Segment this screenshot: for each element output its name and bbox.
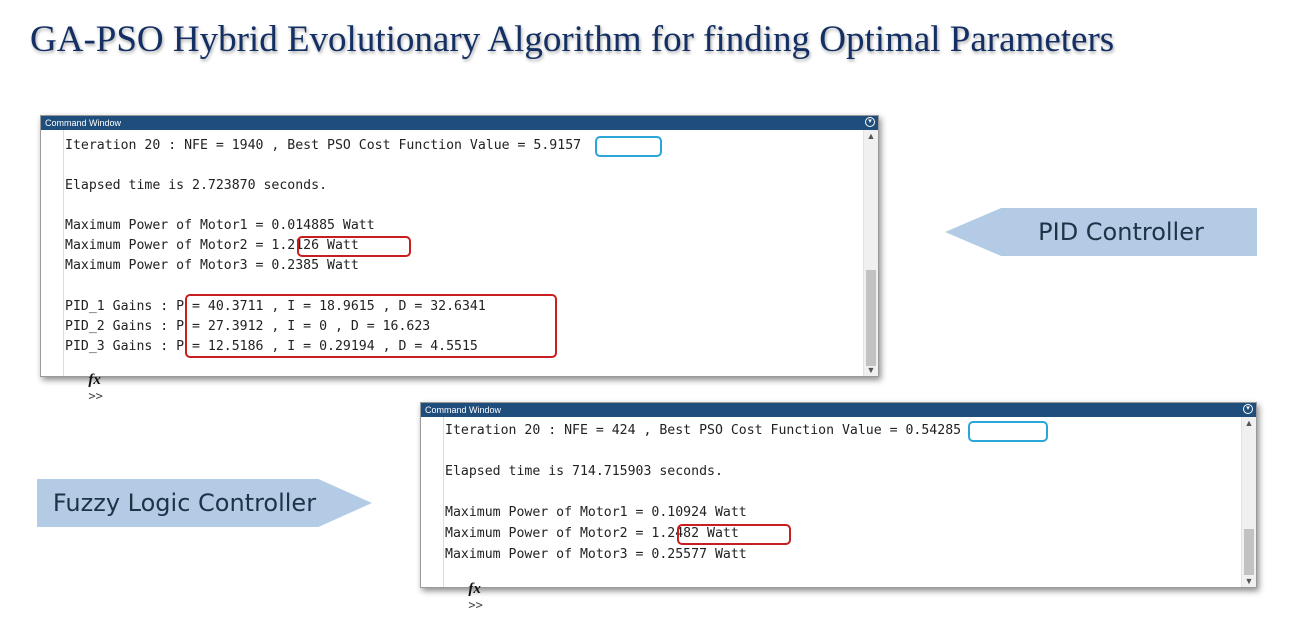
output-line-motor2: Maximum Power of Motor2 = 1.2482 Watt [445,526,739,541]
command-window-titlebar: Command Window ▾ [41,116,878,130]
scroll-thumb[interactable] [1244,529,1254,575]
prompt-row[interactable]: fx >> [425,567,483,626]
chevron-down-circle-icon[interactable]: ▾ [1243,404,1253,414]
fx-icon: fx [468,581,481,597]
fx-icon: fx [88,372,101,388]
command-window-pid[interactable]: Command Window ▾ Iteration 20 : NFE = 19… [40,115,879,403]
output-line-iteration: Iteration 20 : NFE = 424 , Best PSO Cost… [445,423,962,438]
motor2-power-highlight [677,524,791,545]
motor2-power-highlight [297,236,411,257]
gutter [421,417,443,587]
output-line-elapsed: Elapsed time is 714.715903 seconds. [445,464,723,479]
output-line-pid1: PID_1 Gains : P = 40.3711 , I = 18.9615 … [65,299,486,314]
scroll-down-icon[interactable]: ▼ [866,365,876,375]
best-cost-highlight [968,421,1048,442]
scroll-thumb[interactable] [866,270,876,366]
output-line-pid3: PID_3 Gains : P = 12.5186 , I = 0.29194 … [65,339,478,354]
command-window-titlebar: Command Window ▾ [421,403,1256,417]
fuzzy-logic-controller-callout: Fuzzy Logic Controller [37,479,372,527]
chevron-down-circle-icon[interactable]: ▾ [865,117,875,127]
command-prompt: >> [468,598,483,612]
vertical-scrollbar[interactable]: ▲ ▼ [863,130,878,376]
command-window-title: Command Window [425,405,502,415]
prompt-row[interactable]: fx >> [45,358,103,417]
output-line-motor3: Maximum Power of Motor3 = 0.2385 Watt [65,258,359,273]
scroll-up-icon[interactable]: ▲ [1244,418,1254,428]
command-window-fuzzy[interactable]: Command Window ▾ Iteration 20 : NFE = 42… [420,402,1257,612]
output-line-motor1: Maximum Power of Motor1 = 0.10924 Watt [445,505,747,520]
vertical-scrollbar[interactable]: ▲ ▼ [1241,417,1256,587]
output-line-pid2: PID_2 Gains : P = 27.3912 , I = 0 , D = … [65,319,431,334]
output-line-motor1: Maximum Power of Motor1 = 0.014885 Watt [65,218,375,233]
page-title: GA-PSO Hybrid Evolutionary Algorithm for… [30,19,1115,60]
scroll-down-icon[interactable]: ▼ [1244,576,1254,586]
command-window-title: Command Window [45,118,122,128]
output-line-iteration: Iteration 20 : NFE = 1940 , Best PSO Cos… [65,138,582,153]
output-line-motor3: Maximum Power of Motor3 = 0.25577 Watt [445,547,747,562]
scroll-up-icon[interactable]: ▲ [866,131,876,141]
gutter [41,130,63,376]
command-prompt: >> [88,389,103,403]
pid-gains-highlight [185,294,557,358]
best-cost-highlight [595,136,662,157]
output-line-motor2: Maximum Power of Motor2 = 1.2126 Watt [65,238,359,253]
output-line-elapsed: Elapsed time is 2.723870 seconds. [65,178,328,193]
pid-controller-callout: PID Controller [945,208,1257,256]
